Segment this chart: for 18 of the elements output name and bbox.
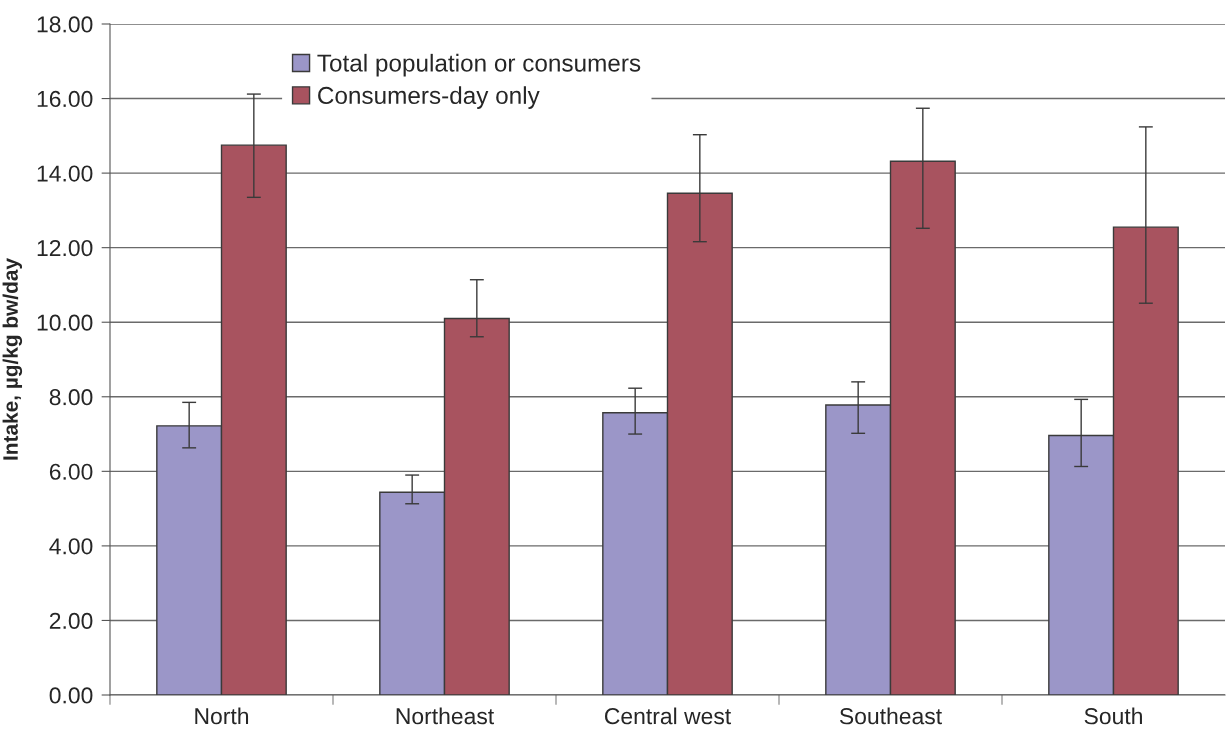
- y-tick-label: 8.00: [49, 389, 93, 406]
- y-tick-label: 16.00: [37, 90, 93, 108]
- y-tick-label: 0.00: [49, 687, 93, 704]
- y-tick-label: 18.00: [37, 16, 93, 33]
- y-tick-label: 14.00: [37, 165, 93, 182]
- x-tick-label: South: [1084, 707, 1142, 725]
- y-tick-label: 12.00: [37, 239, 93, 257]
- x-tick-label: Northeast: [396, 707, 495, 725]
- x-tick-label: Central west: [604, 707, 732, 725]
- y-tick-label: 4.00: [49, 538, 93, 555]
- x-tick-label: North: [195, 707, 249, 725]
- x-tick-label: Southeast: [839, 707, 942, 725]
- legend-label: Total population or consumers: [317, 53, 641, 77]
- legend-label: Consumers-day only: [318, 86, 540, 109]
- y-axis-title: Intake, µg/kg bw/day: [2, 258, 23, 460]
- y-tick-label: 6.00: [49, 463, 93, 480]
- y-tick-label: 2.00: [49, 612, 93, 629]
- y-tick-label: 10.00: [37, 314, 93, 331]
